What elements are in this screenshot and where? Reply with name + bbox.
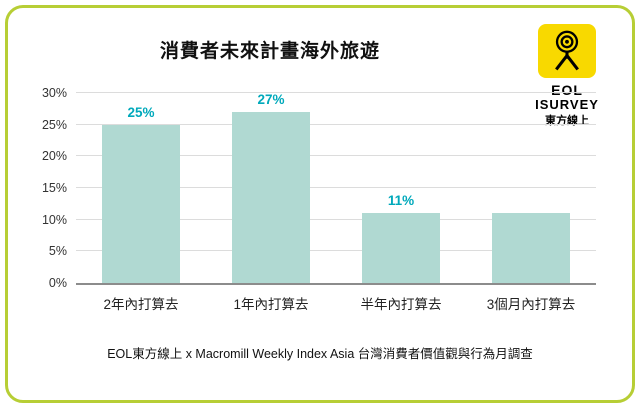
x-axis-label: 3個月內打算去 [486, 297, 576, 312]
x-axis-label: 1年內打算去 [233, 297, 309, 312]
bar-value-label: 25% [127, 104, 155, 120]
bar [492, 213, 570, 283]
eol-logo-box [538, 24, 596, 78]
bar-slot: 27% [206, 92, 336, 283]
eol-logo: EOL ISURVEY 東方線上 [524, 24, 610, 128]
bar-chart: 0% 5% 10% 15% 20% 25% 30% 25% 27% 11% 2年內打算去 1年內打… [30, 86, 610, 313]
y-tick-label: 5% [48, 244, 67, 259]
logo-text-isurvey: ISURVEY [535, 97, 599, 113]
bar [102, 124, 180, 283]
gridline [76, 92, 596, 93]
y-tick-label: 20% [41, 149, 67, 164]
bar-slot: 11% [336, 93, 466, 283]
gridline [76, 250, 596, 252]
y-axis: 0% 5% 10% 15% 20% 25% 30% [30, 86, 76, 290]
y-tick-label: 25% [41, 117, 67, 132]
gridline [76, 155, 596, 157]
bar-value-label: 27% [257, 92, 285, 107]
plot-area: 25% 27% 11% [76, 92, 596, 285]
gridline [76, 218, 596, 220]
gridline [76, 187, 596, 188]
bar [232, 112, 310, 283]
logo-text-eol: EOL [551, 82, 583, 98]
bar [362, 213, 440, 283]
gridline [76, 123, 596, 125]
y-tick-label: 0% [48, 276, 67, 290]
bar-slot: 25% [76, 93, 206, 283]
bar-value-label: 11% [387, 193, 415, 209]
y-tick-label: 10% [41, 212, 67, 227]
bar-slot [466, 93, 596, 283]
chart-title: 消費者未來計畫海外旅遊 [159, 41, 380, 62]
x-axis-label: 半年內打算去 [360, 297, 442, 312]
x-axis: 2年內打算去 1年內打算去 半年內打算去 3個月內打算去 [76, 293, 596, 313]
tripod-target-icon [555, 30, 579, 71]
y-tick-label: 30% [41, 86, 67, 100]
y-tick-label: 15% [41, 181, 67, 195]
x-axis-label: 2年內打算去 [103, 297, 179, 312]
chart-card: EOL ISURVEY 東方線上 消費者未來計畫海外旅遊 0% 5% 10% 15% 2… [5, 5, 635, 403]
source-caption: EOL東方線上 x Macromill Weekly Index Asia 台灣… [107, 347, 533, 361]
